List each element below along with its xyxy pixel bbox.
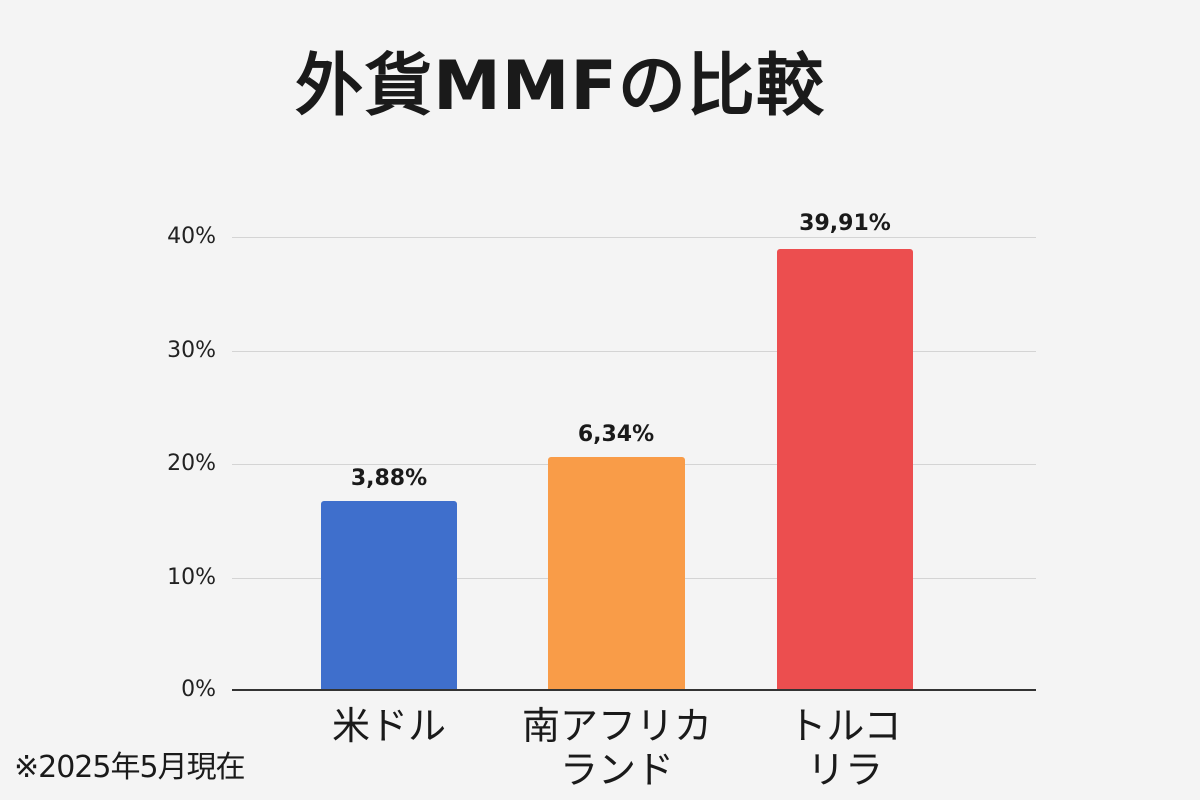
x-label-zar: 南アフリカ ランド [497,704,737,792]
bar-try [777,249,913,690]
value-label-usd: 3,88% [350,466,428,491]
date-note: ※2025年5月現在 [14,750,246,785]
x-label-line: リラ [806,748,883,792]
x-axis-baseline [232,689,1036,691]
bar-usd [321,501,457,690]
chart-title: 外貨MMFの比較 [295,47,825,126]
y-tick-label: 30% [167,338,216,363]
y-tick-label: 20% [167,451,216,476]
x-label-try: トルコ リラ [725,704,965,792]
y-tick-label: 0% [181,677,216,702]
x-label-line: トルコ [788,704,902,748]
bar-zar [548,457,685,690]
y-tick-label: 10% [167,565,216,590]
x-label-line: ランド [559,748,674,792]
y-tick-label: 40% [167,224,216,249]
x-label-usd: 米ドル [269,704,509,748]
value-label-try: 39,91% [799,211,891,236]
gridline-30 [232,351,1036,352]
x-label-line: 南アフリカ [521,704,712,748]
x-label-line: 米ドル [331,704,446,748]
value-label-zar: 6,34% [577,422,655,447]
gridline-40 [232,237,1036,238]
